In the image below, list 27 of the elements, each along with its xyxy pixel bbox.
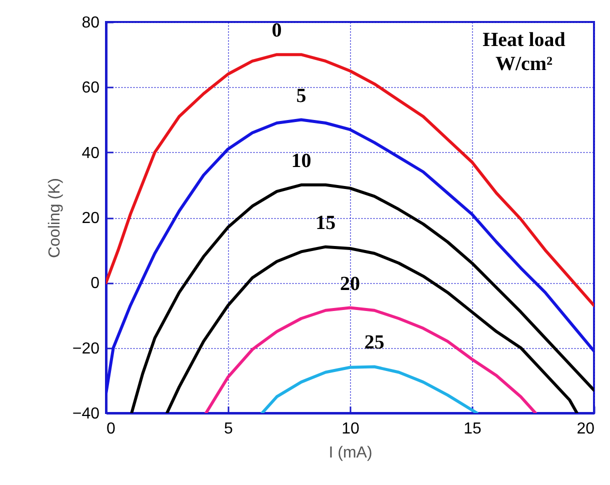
y-tick-label: 40: [82, 144, 100, 162]
y-axis-title: Cooling (K): [46, 178, 64, 258]
x-tick-label: 5: [224, 420, 234, 438]
line-series: [260, 365, 478, 413]
y-tick-label: −40: [72, 406, 100, 422]
line-series: [166, 245, 578, 413]
series-label: 15: [316, 212, 336, 234]
line-series: [204, 306, 537, 413]
y-tick-label: 80: [82, 14, 100, 32]
series-label: 25: [364, 332, 384, 354]
y-tick-label: −20: [72, 340, 100, 358]
series-label: 0: [272, 20, 282, 42]
series-label: 5: [296, 84, 306, 107]
y-tick-label: 60: [82, 80, 100, 97]
y-tick-label: 20: [82, 210, 100, 227]
line-series: [106, 53, 594, 307]
x-tick-label: 15: [464, 420, 482, 438]
line-series: [106, 118, 594, 395]
x-tick-label: 0: [106, 420, 116, 438]
series-label: 20: [340, 272, 360, 295]
annotation: Heat load W/cm²: [482, 29, 566, 75]
line-series: [130, 183, 594, 413]
series-label: 10: [291, 150, 312, 172]
x-tick-label: 20: [576, 420, 595, 438]
y-tick-label: 0: [90, 275, 100, 292]
x-axis-title: I (mA): [328, 444, 372, 462]
x-tick-label: 10: [342, 420, 360, 438]
